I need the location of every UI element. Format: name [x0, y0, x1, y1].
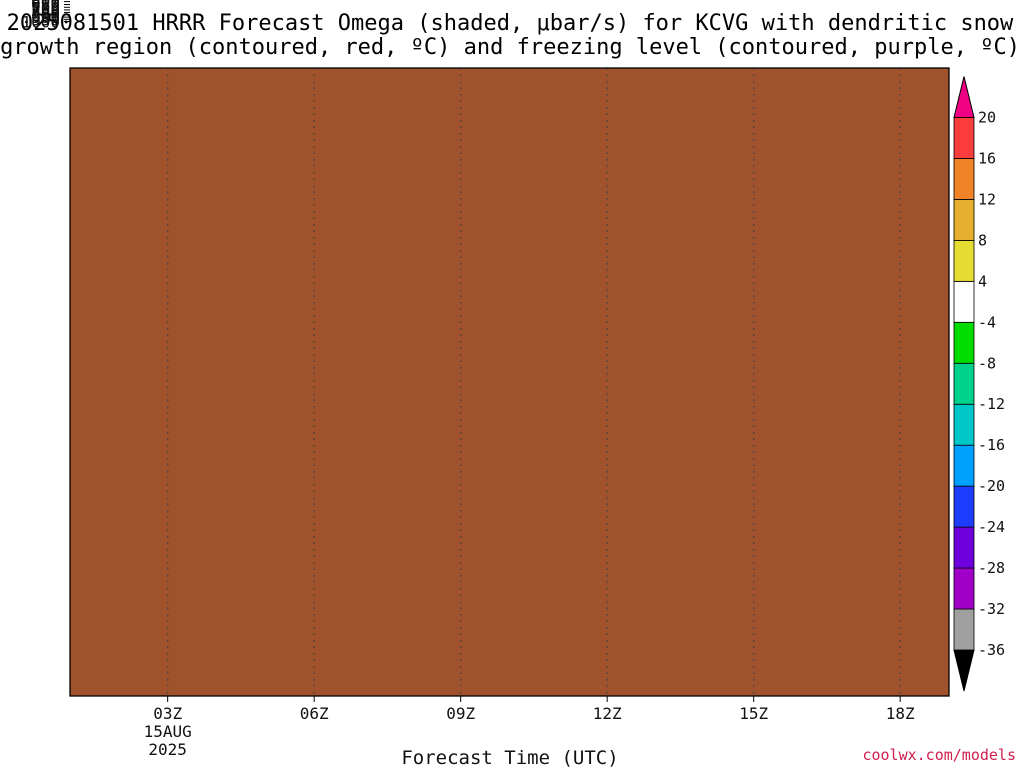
colorbar-tick-label: -32 — [978, 600, 1005, 618]
x-tick-label: 09Z — [446, 704, 475, 723]
colorbar-tick-label: -36 — [978, 641, 1005, 659]
colorbar-tick-label: -4 — [978, 313, 996, 331]
y-tick-label: 550 — [31, 0, 60, 8]
surface-ground-band — [70, 68, 949, 696]
credit-link[interactable]: coolwx.com/models — [862, 746, 1016, 764]
x-tick-label: 12Z — [593, 704, 622, 723]
chart-title-line-1: 2025081501 HRRR Forecast Omega (shaded, … — [7, 11, 1014, 36]
colorbar-segment — [953, 158, 975, 200]
contour-label-background — [207, 0, 227, 7]
x-tick-label: 03Z — [153, 704, 182, 723]
x-axis-label: Forecast Time (UTC) — [401, 747, 618, 768]
chart-title-line-2: growth region (contoured, red, ºC) and f… — [0, 35, 1020, 60]
colorbar-tick-label: -28 — [978, 559, 1005, 577]
y-tick-label: 750 — [31, 1, 60, 20]
colorbar-tick-label: -8 — [978, 354, 996, 372]
x-tick-label: 06Z — [300, 704, 329, 723]
colorbar-tick-label: 16 — [978, 149, 996, 167]
x-tick-label: 18Z — [886, 704, 915, 723]
colorbar-segment — [953, 526, 975, 569]
y-tick-label: 900 — [31, 8, 60, 27]
colorbar-tick-label: -16 — [978, 436, 1005, 454]
contour-label-background — [451, 0, 471, 7]
y-tick-label: 1000 — [21, 12, 60, 31]
y-tick-label: 450 — [31, 0, 60, 2]
y-tick-label: 650 — [31, 0, 60, 15]
contour-label: 0 — [212, 0, 220, 8]
colorbar-tick-label: 4 — [978, 272, 987, 290]
colorbar-bottom-arrow — [953, 649, 975, 692]
y-tick-label: 800 — [31, 3, 60, 22]
colorbar-tick-label: 8 — [978, 231, 987, 249]
colorbar-tick-label: 12 — [978, 190, 996, 208]
colorbar-segment — [953, 280, 975, 323]
contour-label-background — [695, 0, 715, 8]
colorbar-segment — [953, 321, 975, 364]
colorbar-segment — [953, 199, 975, 241]
colorbar-segment — [953, 117, 975, 159]
colorbar-segment — [953, 567, 975, 610]
omega-shaded-region — [351, 0, 388, 1]
colorbar-tick-label: -12 — [978, 395, 1005, 413]
omega-shaded-region — [99, 1, 138, 10]
plot-frame — [69, 67, 950, 697]
colorbar-segment — [953, 362, 975, 405]
y-tick-label: 700 — [31, 0, 60, 17]
colorbar-segment — [953, 239, 975, 282]
y-tick-label: 500 — [31, 0, 60, 5]
omega-colorbar: -36 -32 -28 -24 -20 -16 -12 -8 -4 4 8 12 16 20 — [953, 76, 1005, 692]
colorbar-segment — [953, 485, 975, 528]
contour-label: 0 — [456, 0, 464, 7]
y-tick-label: 600 — [31, 0, 60, 12]
colorbar-segment — [953, 444, 975, 487]
colorbar-top-arrow — [953, 76, 975, 118]
plot-contents: -18-18-18-12-12000 — [70, 0, 949, 696]
colorbar-segment — [953, 403, 975, 446]
x-tick-sublabel: 2025 — [148, 740, 187, 759]
colorbar-segment — [953, 608, 975, 651]
colorbar-tick-label: 20 — [978, 109, 996, 127]
colorbar-tick-label: -24 — [978, 518, 1005, 536]
colorbar-tick-label: -20 — [978, 477, 1005, 495]
contour-label: 0 — [701, 0, 709, 8]
y-tick-label: 950 — [31, 10, 60, 29]
x-tick-sublabel: 15AUG — [144, 722, 192, 741]
x-tick-label: 15Z — [739, 704, 768, 723]
plot-area: -18-18-18-12-120002503003504004505005506… — [21, 0, 950, 759]
y-tick-label: 850 — [31, 6, 60, 25]
